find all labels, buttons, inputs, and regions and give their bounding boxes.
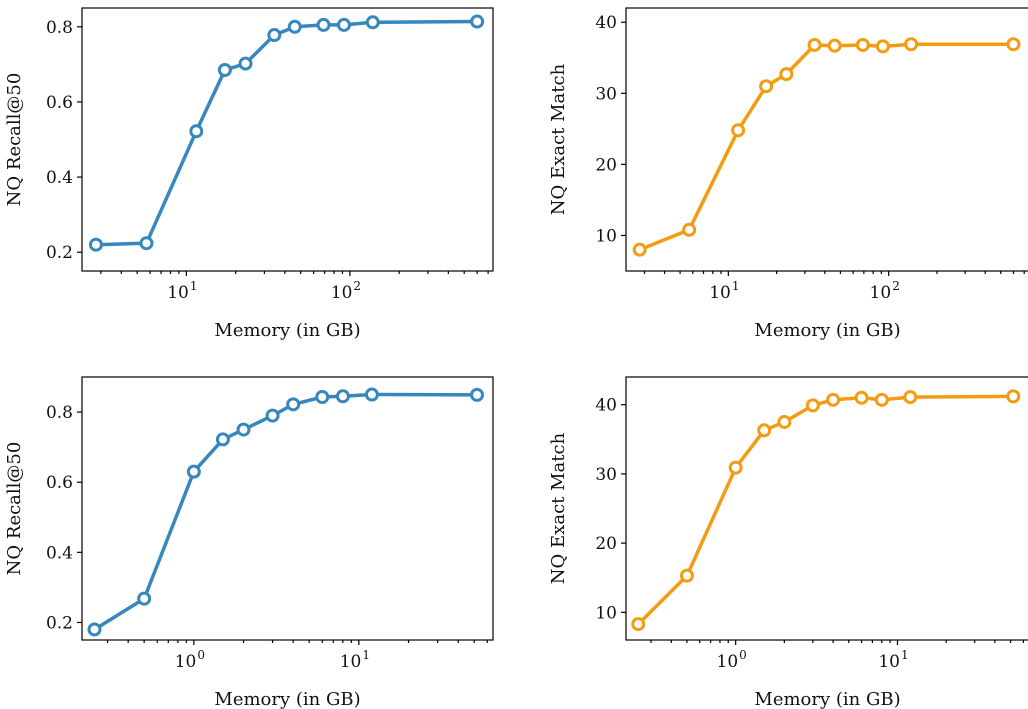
chart-panel-bottom-left: 0.2 0.4 0.6 0.8 100 101 Memory (in GB) NQ Recal…	[4, 376, 494, 709]
data-point	[632, 242, 647, 257]
data-point	[875, 39, 890, 54]
y-tick-label: 20	[595, 534, 617, 554]
data-point	[238, 56, 253, 71]
x-tick-exponent: 0	[739, 648, 747, 662]
x-tick-exponent: 1	[901, 648, 909, 662]
y-tick-label: 0.4	[46, 543, 73, 563]
plot-frame	[625, 7, 1028, 272]
data-point	[217, 62, 232, 77]
series-line	[93, 392, 478, 631]
y-axis-label: NQ Exact Match	[548, 63, 569, 215]
data-point	[336, 17, 351, 32]
data-point	[805, 398, 820, 413]
data-point	[287, 19, 302, 34]
data-point	[364, 387, 379, 402]
data-point	[189, 124, 204, 139]
data-point	[87, 622, 102, 637]
y-tick-label: 0.2	[46, 613, 73, 633]
data-point	[137, 591, 152, 606]
y-tick-label: 0.6	[46, 93, 73, 113]
data-point	[874, 392, 889, 407]
x-tick-label: 102	[870, 279, 900, 303]
data-point	[365, 15, 380, 30]
x-tick-label: 102	[331, 279, 361, 303]
x-tick-label: 100	[175, 648, 205, 672]
data-point	[316, 17, 331, 32]
y-tick-label: 0.8	[46, 403, 73, 423]
y-tick-label: 0.8	[46, 18, 73, 38]
data-point	[807, 37, 822, 52]
data-point	[826, 392, 841, 407]
data-point	[286, 397, 301, 412]
data-point	[777, 414, 792, 429]
x-tick-exponent: 1	[732, 279, 740, 293]
y-axis-label: NQ Recall@50	[4, 442, 25, 576]
plot-frame	[81, 376, 494, 641]
y-tick-label: 0.4	[46, 168, 73, 188]
chart-panel-top-left: 0.2 0.4 0.6 0.8 101 102 Memory (in GB) NQ Recal…	[4, 7, 494, 341]
data-point	[827, 38, 842, 53]
y-tick-label: 10	[595, 226, 617, 246]
x-tick-exponent: 1	[190, 279, 198, 293]
data-point	[904, 37, 919, 52]
data-point	[88, 237, 103, 252]
y-axis-label: NQ Exact Match	[548, 432, 569, 584]
x-tick-label: 101	[709, 279, 739, 303]
data-point	[470, 387, 485, 402]
y-tick-label: 0.2	[46, 243, 73, 263]
data-point	[855, 37, 870, 52]
data-point	[903, 390, 918, 405]
x-tick-exponent: 0	[197, 648, 205, 662]
data-point	[215, 432, 230, 447]
data-point	[1006, 37, 1021, 52]
data-point	[315, 389, 330, 404]
series-line	[639, 42, 1014, 252]
y-tick-label: 40	[595, 13, 617, 33]
plot-frame	[625, 376, 1028, 641]
x-tick-label: 101	[878, 648, 908, 672]
data-point	[265, 408, 280, 423]
y-axis-label: NQ Recall@50	[4, 73, 25, 207]
data-point	[139, 236, 154, 251]
data-point	[731, 123, 746, 138]
x-axis-label: Memory (in GB)	[754, 689, 900, 709]
data-point	[1006, 389, 1021, 404]
x-tick-label: 100	[717, 648, 747, 672]
x-tick-exponent: 1	[362, 648, 370, 662]
series-line	[637, 394, 1014, 626]
y-tick-label: 40	[595, 396, 617, 416]
chart-panel-top-right: 10 20 30 40 101 102 Memory (in GB) NQ Exact Mat…	[548, 7, 1028, 341]
y-tick-label: 30	[595, 84, 617, 104]
data-point	[236, 422, 251, 437]
data-point	[267, 28, 282, 43]
y-tick-label: 20	[595, 155, 617, 175]
data-point	[335, 389, 350, 404]
x-axis-label: Memory (in GB)	[214, 320, 360, 341]
y-tick-label: 10	[595, 603, 617, 623]
data-point	[759, 79, 774, 94]
data-point	[728, 460, 743, 475]
data-point	[470, 14, 485, 29]
x-tick-label: 101	[340, 648, 370, 672]
x-tick-exponent: 2	[892, 279, 900, 293]
plot-frame	[81, 7, 494, 272]
data-point	[779, 67, 794, 82]
data-point	[186, 464, 201, 479]
data-point	[631, 617, 646, 632]
data-point	[854, 390, 869, 405]
x-axis-label: Memory (in GB)	[214, 689, 360, 709]
x-tick-exponent: 2	[353, 279, 361, 293]
data-point	[682, 222, 697, 237]
series-line	[95, 19, 478, 247]
y-tick-label: 0.6	[46, 473, 73, 493]
x-tick-label: 101	[167, 279, 197, 303]
data-point	[679, 568, 694, 583]
data-point	[757, 423, 772, 438]
y-tick-label: 30	[595, 465, 617, 485]
x-axis-label: Memory (in GB)	[754, 320, 900, 341]
